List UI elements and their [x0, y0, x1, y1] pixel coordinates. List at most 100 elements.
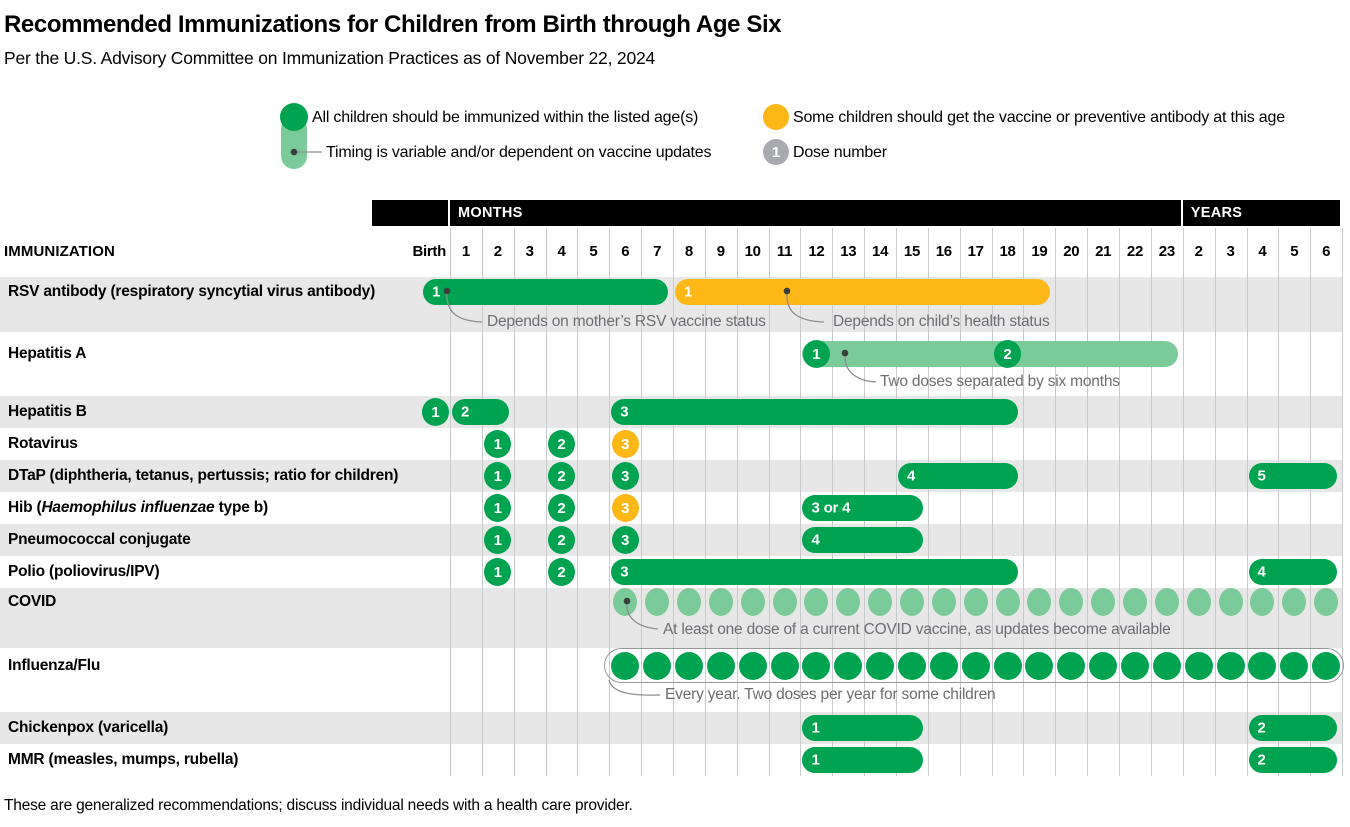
dose-bar: 1 [802, 747, 923, 773]
schedule-dot [929, 652, 958, 680]
grid-line [450, 228, 451, 776]
row-label: RSV antibody (respiratory syncytial viru… [8, 283, 376, 300]
row-label: Polio (poliovirus/IPV) [8, 563, 160, 580]
col-label: 2 [1194, 243, 1203, 260]
dose-circle: 1 [484, 526, 512, 554]
legend-some-children-label: Some children should get the vaccine or … [793, 109, 1285, 126]
schedule-dot [645, 588, 670, 616]
col-label: 7 [653, 243, 662, 260]
dose-circle: 1 [802, 340, 830, 368]
dose-number-label: 3 [620, 403, 629, 421]
col-label: 10 [744, 243, 761, 260]
schedule-dot [1027, 588, 1052, 616]
dose-bar: 2 [1248, 747, 1338, 773]
dose-circle: 1 [484, 558, 512, 586]
row-stripe [0, 712, 1343, 744]
grid-line [546, 228, 547, 776]
schedule-dot [1089, 652, 1118, 680]
legend-dose-number-circle: 1 [763, 139, 789, 165]
dose-circle: 3 [611, 430, 639, 458]
grid-line [1087, 228, 1088, 776]
col-label: 14 [872, 243, 889, 260]
dose-circle: 3 [611, 494, 639, 522]
schedule-dot [931, 588, 956, 616]
schedule-dot [1186, 588, 1211, 616]
schedule-dot [1216, 652, 1245, 680]
dose-bar: 1 [423, 279, 669, 305]
col-label: 5 [1290, 243, 1299, 260]
dose-circle: 2 [548, 494, 575, 522]
col-label: 6 [621, 243, 630, 260]
schedule-dot [1154, 588, 1179, 616]
col-label: 3 [525, 243, 534, 260]
col-label: 4 [557, 243, 566, 260]
legend-all-children-label: All children should be immunized within … [312, 109, 699, 126]
row-label: Hepatitis B [8, 403, 87, 420]
schedule-dot [1218, 588, 1243, 616]
dose-number-label: 3 [620, 563, 629, 581]
schedule-dot [1282, 588, 1307, 616]
grid-line [1055, 228, 1056, 776]
chart-subtitle: Per the U.S. Advisory Committee on Immun… [4, 48, 656, 68]
dose-number-label: 2 [461, 403, 470, 421]
grid-line [1310, 228, 1311, 776]
dose-bar: 2 [1248, 715, 1338, 741]
col-label: 17 [967, 243, 984, 260]
schedule-dot [1314, 588, 1339, 616]
row-stripe [0, 524, 1343, 556]
dose-number-label: 3 or 4 [811, 499, 851, 517]
row-label: DTaP (diphtheria, tetanus, pertussis; ra… [8, 467, 399, 484]
schedule-dot [738, 652, 767, 680]
grid-line [1119, 228, 1120, 776]
dose-circle: 2 [548, 526, 575, 554]
col-label: 20 [1063, 243, 1080, 260]
dose-circle: 2 [548, 558, 575, 586]
dose-circle: 1 [422, 398, 449, 426]
schedule-dot [611, 652, 640, 680]
schedule-dot [706, 652, 735, 680]
schedule-dot [995, 588, 1020, 616]
schedule-dot [708, 588, 733, 616]
dose-circle: 3 [611, 462, 639, 490]
col-label: 15 [903, 243, 920, 260]
dose-circle: 3 [611, 526, 639, 554]
immunization-column-header: IMMUNIZATION [4, 243, 115, 260]
dose-bar: 3 or 4 [802, 495, 923, 521]
col-label: 16 [935, 243, 952, 260]
schedule-dot [897, 652, 926, 680]
schedule-dot [1025, 652, 1054, 680]
col-label: 6 [1322, 243, 1331, 260]
schedule-dot [963, 588, 988, 616]
col-label: 3 [1226, 243, 1235, 260]
row-label: Rotavirus [8, 435, 78, 452]
grid-line [641, 228, 642, 776]
grid-line [769, 228, 770, 776]
dose-bar: 3 [611, 399, 1019, 425]
dose-bar: 2 [452, 399, 509, 425]
dose-number-label: 1 [811, 719, 820, 737]
legend-dose-sample: 1 [771, 143, 781, 161]
grid-line [960, 228, 961, 776]
col-label: 22 [1126, 243, 1144, 260]
legend-variable-timing-label: Timing is variable and/or dependent on v… [326, 144, 712, 161]
dose-number-label: 1 [811, 751, 820, 769]
grid-line [1023, 228, 1024, 776]
col-label: 1 [461, 243, 470, 260]
header-bar-years: YEARS [1182, 200, 1341, 226]
dose-circle: 1 [484, 462, 512, 490]
dose-circle: 1 [484, 494, 512, 522]
annotation: Depends on mother’s RSV vaccine status [487, 313, 766, 330]
schedule-dot [643, 652, 672, 680]
annotation: Every year. Two doses per year for some … [665, 686, 996, 703]
grid-line [737, 228, 738, 776]
schedule-dot [770, 652, 799, 680]
dose-number-label: 1 [432, 283, 441, 301]
dose-circle: 2 [548, 462, 575, 490]
schedule-dot [1250, 588, 1275, 616]
dose-bar: 4 [802, 527, 923, 553]
schedule-dot [836, 588, 861, 616]
col-label: 19 [1031, 243, 1048, 260]
grid-line [1278, 228, 1279, 776]
dose-number-label: 1 [684, 283, 693, 301]
grid-line [609, 228, 610, 776]
